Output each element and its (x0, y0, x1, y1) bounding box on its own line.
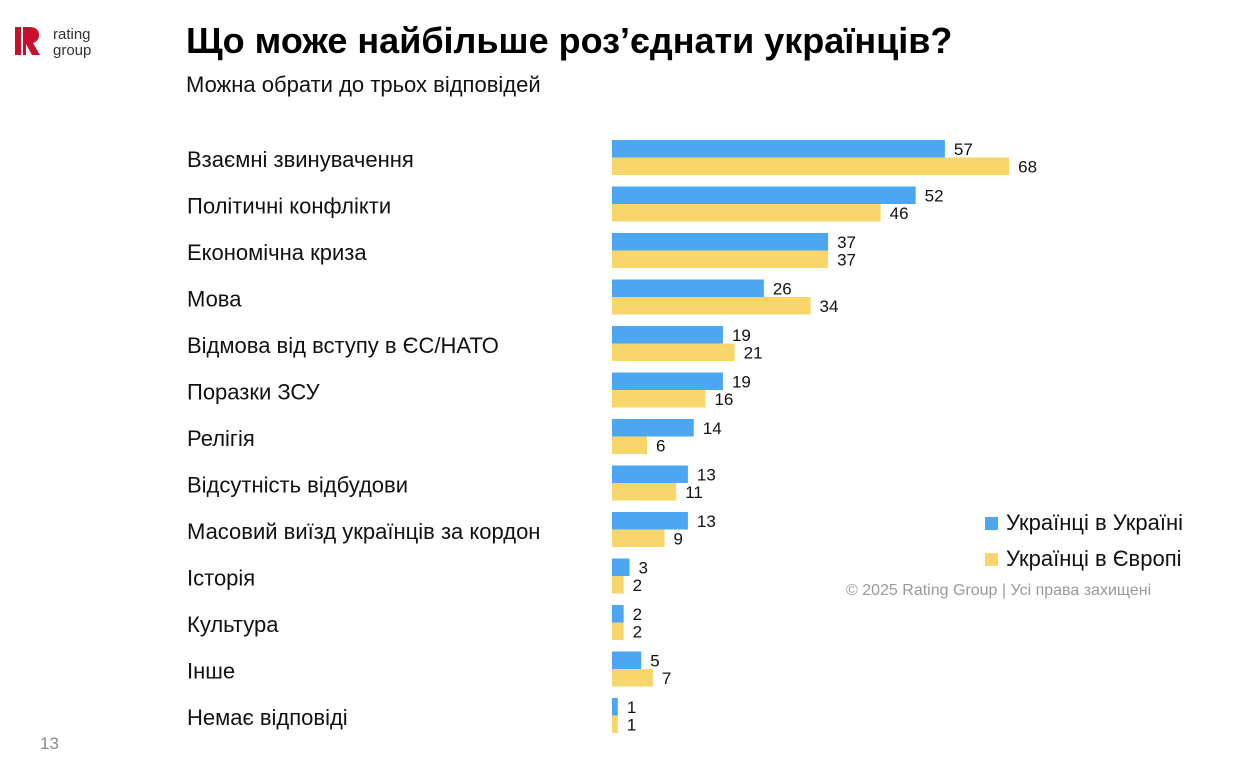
bar (612, 529, 665, 547)
category-label: Інше (187, 659, 235, 684)
data-label: 7 (662, 669, 671, 688)
data-label: 5 (650, 652, 659, 671)
category-label: Відмова від вступу в ЄС/НАТО (187, 333, 499, 358)
bar (612, 343, 735, 361)
bar (612, 204, 881, 222)
bar (612, 576, 624, 594)
legend-item-ukraine: Українці в Україні (985, 505, 1183, 541)
bar (612, 605, 624, 623)
data-label: 57 (954, 140, 973, 159)
data-label: 2 (633, 576, 642, 595)
bar (612, 558, 630, 576)
data-label: 68 (1018, 158, 1037, 177)
page-number: 13 (40, 734, 59, 753)
rating-group-logo: rating group (15, 26, 91, 58)
legend-label: Українці в Європі (1006, 546, 1182, 571)
bar (612, 157, 1010, 175)
bar (612, 698, 618, 716)
bar (612, 483, 677, 501)
bar (612, 419, 694, 437)
category-label: Історія (187, 566, 255, 591)
category-label: Економічна криза (187, 240, 367, 265)
bar (612, 372, 723, 390)
bar (612, 465, 688, 483)
data-label: 37 (837, 251, 856, 270)
data-label: 1 (627, 716, 636, 735)
chart-title: Що може найбільше роз’єднати українців? (186, 20, 953, 61)
svg-text:rating: rating (53, 26, 91, 43)
legend-swatch (985, 516, 998, 530)
data-label: 19 (732, 326, 751, 345)
category-label: Мова (187, 287, 242, 312)
data-label: 37 (837, 233, 856, 252)
data-label: 52 (925, 187, 944, 206)
category-label: Релігія (187, 426, 255, 451)
bar (612, 651, 642, 669)
data-label: 2 (633, 605, 642, 624)
bar (612, 233, 829, 251)
legend-swatch (985, 552, 998, 566)
data-label: 11 (685, 483, 703, 502)
data-label: 1 (627, 698, 636, 717)
data-label: 13 (697, 512, 716, 531)
copyright: © 2025 Rating Group | Усі права захищені (846, 582, 1152, 599)
data-label: 14 (703, 419, 722, 438)
bar (612, 297, 811, 315)
bar (612, 140, 945, 158)
svg-text:group: group (53, 42, 91, 58)
data-label: 26 (773, 280, 792, 299)
category-label: Культура (187, 612, 279, 637)
data-label: 6 (656, 437, 665, 456)
data-label: 9 (674, 530, 683, 549)
bar (612, 436, 648, 454)
data-label: 34 (820, 297, 839, 316)
category-label: Немає відповіді (187, 705, 348, 730)
category-label: Взаємні звинувачення (187, 147, 414, 172)
bar (612, 715, 618, 733)
bar (612, 326, 723, 344)
legend: Українці в Україні Українці в Європі (985, 505, 1183, 577)
data-label: 3 (639, 559, 648, 578)
bar (612, 622, 624, 640)
bar (612, 186, 916, 204)
bar (612, 512, 688, 530)
data-label: 21 (744, 344, 763, 363)
data-label: 46 (890, 204, 909, 223)
bar (612, 279, 764, 297)
legend-item-europe: Українці в Європі (985, 541, 1183, 577)
bar (612, 250, 829, 268)
data-label: 16 (714, 390, 733, 409)
bar (612, 669, 653, 687)
chart-subtitle: Можна обрати до трьох відповідей (186, 72, 541, 97)
data-label: 13 (697, 466, 716, 485)
data-label: 19 (732, 373, 751, 392)
data-label: 2 (633, 623, 642, 642)
category-label: Політичні конфлікти (187, 194, 391, 219)
category-label: Відсутність відбудови (187, 473, 408, 498)
legend-label: Українці в Україні (1006, 510, 1183, 535)
bar (612, 390, 706, 408)
category-label: Поразки ЗСУ (187, 380, 321, 405)
category-label: Масовий виїзд українців за кордон (187, 519, 540, 544)
